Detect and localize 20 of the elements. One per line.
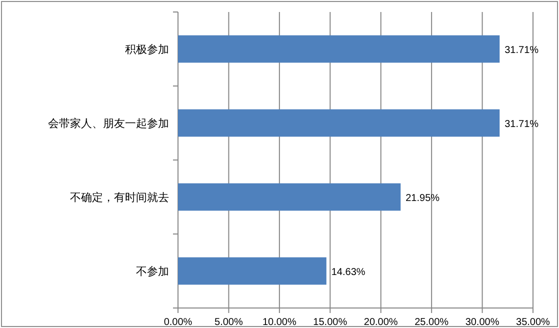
bar <box>178 35 500 63</box>
x-tick-label: 25.00% <box>414 317 449 328</box>
y-tick-label: 不确定，有时间就去 <box>70 191 169 204</box>
x-tick-label: 35.00% <box>516 317 550 328</box>
y-tick-label: 积极参加 <box>125 43 169 56</box>
y-tick-label: 会带家人、朋友一起参加 <box>48 117 169 130</box>
x-tick-label: 10.00% <box>262 317 296 328</box>
data-label: 21.95% <box>406 193 440 204</box>
bar <box>178 109 500 137</box>
data-label: 31.71% <box>504 119 539 130</box>
bar <box>178 183 401 211</box>
x-tick-label: 15.00% <box>313 317 348 328</box>
data-label: 31.71% <box>504 45 539 56</box>
x-tick-label: 20.00% <box>364 317 398 328</box>
bar <box>178 257 326 285</box>
y-tick-label: 不参加 <box>136 265 169 278</box>
x-tick-label: 5.00% <box>214 317 243 328</box>
x-tick-label: 30.00% <box>465 317 500 328</box>
x-tick-label: 0.00% <box>164 317 192 328</box>
data-label: 14.63% <box>331 267 366 278</box>
